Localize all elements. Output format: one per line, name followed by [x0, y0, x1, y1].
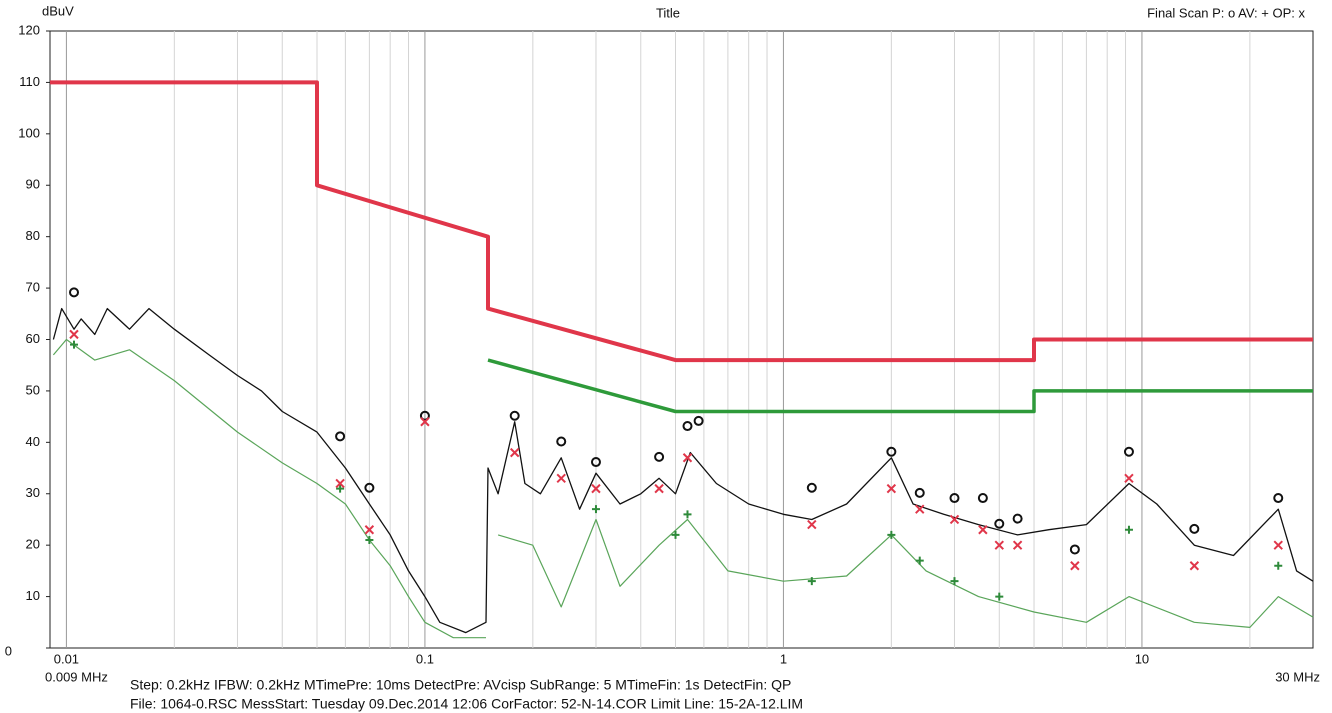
av-marker	[887, 530, 896, 539]
footer-line: Step: 0.2kHz IFBW: 0.2kHz MTimePre: 10ms…	[130, 677, 791, 693]
y-tick-label: 30	[26, 485, 40, 500]
av-marker	[365, 536, 374, 545]
y-tick-label: 120	[18, 22, 40, 37]
qp-marker	[654, 451, 665, 462]
op-marker	[335, 478, 345, 489]
op-marker	[1124, 473, 1134, 484]
qp-marker	[1273, 493, 1284, 504]
qp-marker	[419, 410, 430, 421]
y-axis-label: dBuV	[42, 3, 74, 18]
op-marker	[364, 525, 375, 535]
series-line	[487, 358, 1313, 414]
av-marker	[591, 505, 600, 514]
op-marker	[807, 519, 817, 530]
x-tick-label: 10	[1135, 651, 1149, 666]
qp-marker	[994, 518, 1005, 529]
op-marker	[654, 483, 664, 494]
op-marker	[994, 540, 1004, 550]
op-marker	[886, 483, 897, 494]
x-tick-label: 1	[780, 651, 787, 666]
legend: Final Scan P: o AV: + OP: x	[1147, 5, 1305, 20]
qp-marker	[335, 431, 346, 442]
op-marker	[915, 504, 925, 514]
qp-marker	[806, 482, 817, 493]
series-line	[50, 80, 1313, 363]
op-marker	[1012, 540, 1023, 550]
y-tick-label: 110	[19, 74, 40, 89]
y-tick-label: 100	[18, 125, 40, 140]
qp-marker	[590, 457, 601, 468]
op-marker	[949, 514, 960, 525]
chart-title: Title	[656, 5, 680, 20]
qp-marker	[364, 482, 375, 493]
y-tick-label: 20	[26, 537, 40, 552]
y-tick-label: 90	[26, 177, 40, 192]
av-marker	[671, 530, 680, 539]
op-marker	[1273, 540, 1283, 550]
qp-marker	[949, 493, 960, 504]
qp-marker	[886, 446, 897, 457]
av-marker	[950, 577, 959, 586]
qp-marker	[1069, 544, 1080, 555]
av-marker	[1124, 525, 1133, 534]
av-marker	[70, 340, 79, 349]
av-marker	[336, 484, 345, 493]
series-line	[52, 307, 1314, 634]
y-tick-label: 40	[26, 434, 40, 449]
x-start-label: 0.009 MHz	[45, 669, 108, 684]
qp-marker	[914, 487, 925, 498]
op-marker	[69, 329, 79, 340]
qp-marker	[1189, 523, 1200, 534]
op-marker	[556, 473, 566, 484]
qp-marker	[69, 287, 80, 298]
op-marker	[591, 483, 601, 494]
qp-marker	[977, 493, 988, 504]
qp-marker	[509, 410, 520, 421]
x-end-label: 30 MHz	[1275, 669, 1320, 684]
op-marker	[978, 525, 988, 535]
footer-line: File: 1064-0.RSC MessStart: Tuesday 09.D…	[130, 696, 803, 712]
x-tick-label: 0.1	[416, 651, 434, 666]
av-marker	[1274, 561, 1283, 570]
y-tick-label: 50	[26, 382, 40, 397]
y-tick-label: 60	[26, 331, 40, 346]
av-marker	[683, 510, 692, 519]
series-line	[52, 338, 1314, 639]
y-tick-label: 10	[26, 588, 40, 603]
y-tick-label: 80	[26, 228, 40, 243]
av-marker	[995, 592, 1004, 601]
x-tick-label: 0.01	[54, 651, 79, 666]
op-marker	[1189, 561, 1200, 571]
op-marker	[1070, 561, 1080, 571]
y-tick-label: 70	[26, 280, 40, 295]
op-marker	[420, 417, 430, 427]
qp-marker	[1123, 446, 1134, 457]
qp-marker	[556, 436, 567, 447]
av-marker	[915, 556, 924, 565]
y-tick-label: 0	[5, 643, 12, 658]
op-marker	[509, 447, 520, 458]
op-marker	[682, 453, 693, 463]
av-marker	[807, 577, 816, 586]
qp-marker	[682, 421, 693, 432]
qp-marker	[693, 415, 704, 426]
qp-marker	[1012, 513, 1023, 524]
